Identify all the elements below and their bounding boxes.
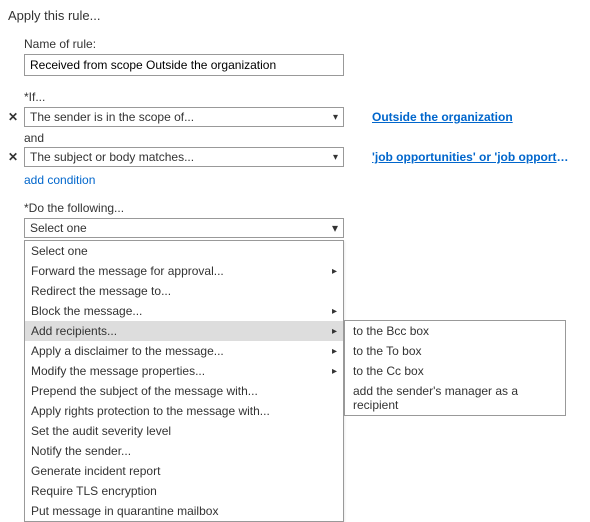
name-label: Name of rule: — [24, 37, 582, 51]
action-option[interactable]: Prepend the subject of the message with.… — [25, 381, 343, 401]
do-label: *Do the following... — [24, 201, 582, 215]
action-option[interactable]: Set the audit severity level — [25, 421, 343, 441]
action-option[interactable]: Apply a disclaimer to the message... ▸ — [25, 341, 343, 361]
chevron-down-icon: ▾ — [333, 112, 338, 123]
action-option-label: Notify the sender... — [31, 444, 131, 458]
if-label: *If... — [24, 90, 582, 104]
remove-condition-icon[interactable]: ✕ — [8, 110, 24, 124]
action-selected: Select one — [30, 221, 87, 235]
action-dropdown[interactable]: Select one ▾ — [24, 218, 344, 238]
action-option-label: Add recipients... — [31, 324, 117, 338]
condition-dropdown[interactable]: The sender is in the scope of... ▾ — [24, 107, 344, 127]
action-submenu: to the Bcc boxto the To boxto the Cc box… — [344, 320, 566, 416]
action-option-label: Modify the message properties... — [31, 364, 205, 378]
submenu-arrow-icon: ▸ — [332, 326, 337, 337]
action-option[interactable]: Forward the message for approval... ▸ — [25, 261, 343, 281]
submenu-arrow-icon: ▸ — [332, 366, 337, 377]
rule-name-input[interactable] — [24, 54, 344, 76]
condition-text: The sender is in the scope of... — [30, 110, 194, 124]
action-option-label: Require TLS encryption — [31, 484, 157, 498]
submenu-arrow-icon: ▸ — [332, 346, 337, 357]
action-option[interactable]: Select one — [25, 241, 343, 261]
action-option-label: Block the message... — [31, 304, 142, 318]
condition-dropdown[interactable]: The subject or body matches... ▾ — [24, 147, 344, 167]
submenu-option[interactable]: to the Cc box — [345, 361, 565, 381]
action-option[interactable]: Notify the sender... — [25, 441, 343, 461]
action-option-label: Apply a disclaimer to the message... — [31, 344, 224, 358]
action-option[interactable]: Modify the message properties... ▸ — [25, 361, 343, 381]
action-option-label: Generate incident report — [31, 464, 160, 478]
submenu-arrow-icon: ▸ — [332, 266, 337, 277]
action-option-label: Put message in quarantine mailbox — [31, 504, 218, 518]
action-option[interactable]: Add recipients... ▸ — [25, 321, 343, 341]
condition-text: The subject or body matches... — [30, 150, 194, 164]
action-option[interactable]: Put message in quarantine mailbox — [25, 501, 343, 521]
and-label: and — [24, 131, 582, 145]
page-title: Apply this rule... — [8, 8, 582, 23]
action-option[interactable]: Apply rights protection to the message w… — [25, 401, 343, 421]
remove-condition-icon[interactable]: ✕ — [8, 150, 24, 164]
action-option[interactable]: Block the message... ▸ — [25, 301, 343, 321]
submenu-option[interactable]: to the Bcc box — [345, 321, 565, 341]
action-dropdown-list: Select one Forward the message for approv… — [24, 240, 344, 522]
action-option-label: Prepend the subject of the message with.… — [31, 384, 258, 398]
submenu-option[interactable]: add the sender's manager as a recipient — [345, 381, 565, 415]
action-option-label: Set the audit severity level — [31, 424, 171, 438]
condition-value-link[interactable]: 'job opportunities' or 'job opportunity' — [372, 150, 572, 164]
chevron-down-icon: ▾ — [332, 221, 338, 235]
action-option[interactable]: Generate incident report — [25, 461, 343, 481]
submenu-arrow-icon: ▸ — [332, 306, 337, 317]
action-option-label: Forward the message for approval... — [31, 264, 224, 278]
action-option[interactable]: Require TLS encryption — [25, 481, 343, 501]
condition-value-link[interactable]: Outside the organization — [372, 110, 513, 124]
action-option-label: Apply rights protection to the message w… — [31, 404, 270, 418]
add-condition-link[interactable]: add condition — [24, 173, 582, 187]
action-option-label: Select one — [31, 244, 88, 258]
submenu-option[interactable]: to the To box — [345, 341, 565, 361]
chevron-down-icon: ▾ — [333, 152, 338, 163]
action-option-label: Redirect the message to... — [31, 284, 171, 298]
action-option[interactable]: Redirect the message to... — [25, 281, 343, 301]
